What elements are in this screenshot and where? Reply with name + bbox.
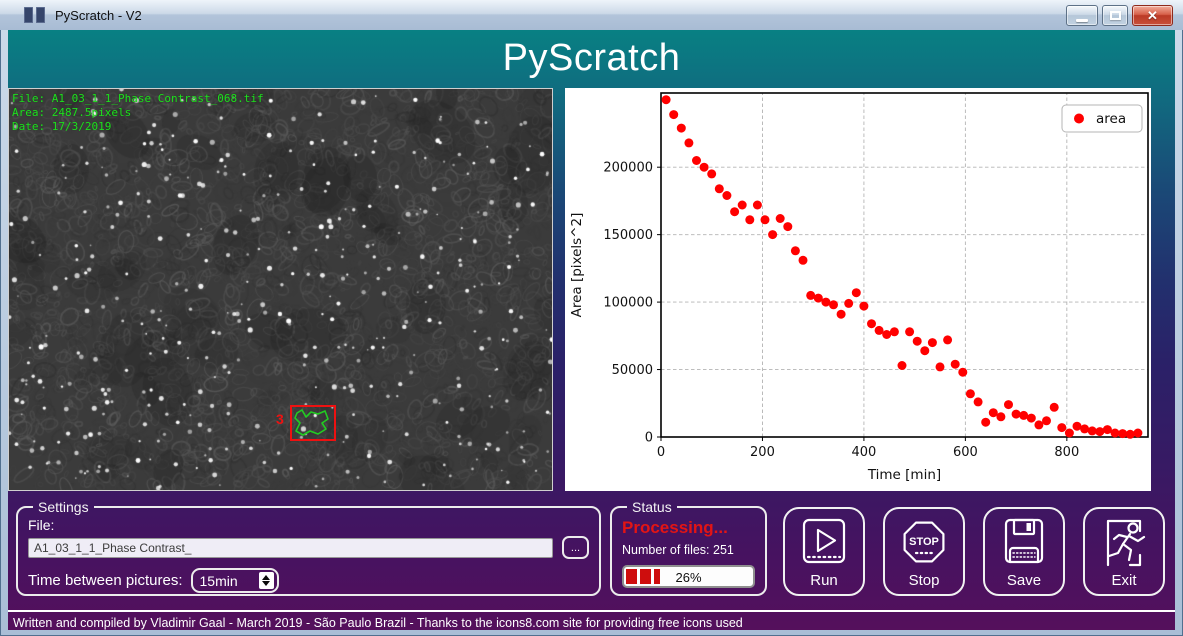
maximize-button[interactable]	[1102, 5, 1128, 26]
region-bounding-box	[290, 405, 336, 441]
overlay-file-line: File: A1_03_1_1_Phase Contrast_068.tif	[12, 92, 264, 105]
close-icon: ✕	[1147, 8, 1158, 23]
time-interval-spinner[interactable]: 15min	[190, 568, 279, 593]
svg-text:Time [min]: Time [min]	[867, 467, 941, 483]
stop-button-label: Stop	[908, 572, 940, 589]
window-content: PyScratch File: A1_03_1_1_Phase Contrast…	[8, 30, 1175, 630]
spinner-up-icon	[262, 575, 271, 580]
minimize-button[interactable]	[1066, 5, 1098, 26]
maximize-icon	[1109, 11, 1121, 20]
page-title: PyScratch	[502, 37, 681, 79]
phase-contrast-image	[9, 89, 552, 490]
run-icon	[802, 518, 846, 564]
save-icon	[1004, 518, 1044, 564]
microscopy-image-panel: File: A1_03_1_1_Phase Contrast_068.tif A…	[8, 88, 553, 491]
minimize-icon	[1076, 18, 1088, 22]
processing-status-text: Processing...	[622, 518, 728, 537]
status-group-label: Status	[632, 499, 672, 515]
area-chart-panel: 0 200 400 600 800 0 50000 100000 150000 200000 Tim…	[565, 88, 1151, 491]
exit-icon	[1106, 519, 1146, 567]
region-number-glyph: 3	[276, 411, 284, 427]
svg-text:600: 600	[953, 445, 978, 460]
exit-button[interactable]: Exit	[1083, 507, 1165, 596]
close-button[interactable]: ✕	[1132, 5, 1173, 26]
svg-text:800: 800	[1054, 445, 1079, 460]
spinner-down-icon	[262, 581, 271, 586]
time-between-pictures-label: Time between pictures:	[28, 572, 183, 589]
svg-text:100000: 100000	[603, 296, 653, 311]
svg-text:200000: 200000	[603, 161, 653, 176]
credits-text: Written and compiled by Vladimir Gaal - …	[13, 616, 743, 630]
status-group: Status Processing... Number of files: 25…	[610, 499, 767, 596]
settings-group: Settings File: ... Time between pictures…	[16, 499, 601, 596]
save-button-label: Save	[1006, 572, 1042, 589]
svg-text:50000: 50000	[612, 363, 653, 378]
footer-divider	[8, 610, 1175, 612]
stop-icon: STOP	[903, 521, 945, 563]
svg-text:150000: 150000	[603, 228, 653, 243]
window-title: PyScratch - V2	[55, 7, 142, 23]
footer: Written and compiled by Vladimir Gaal - …	[8, 610, 1175, 630]
time-interval-value: 15min	[199, 572, 238, 589]
file-count-text: Number of files: 251	[622, 543, 734, 557]
svg-text:area: area	[1096, 111, 1126, 127]
progress-fill	[626, 569, 660, 584]
svg-text:0: 0	[657, 445, 665, 460]
app-icon	[24, 7, 45, 23]
run-button-label: Run	[810, 572, 838, 589]
svg-text:Area [pixels^2]: Area [pixels^2]	[569, 213, 585, 318]
settings-group-label: Settings	[38, 499, 89, 515]
area-scatter-plot: 0 200 400 600 800 0 50000 100000 150000 200000 Tim…	[565, 88, 1151, 491]
progress-bar: 26%	[622, 565, 755, 588]
svg-text:0: 0	[645, 431, 653, 446]
file-path-input[interactable]	[28, 537, 553, 558]
progress-percent-label: 26%	[675, 570, 702, 585]
stop-button[interactable]: STOP Stop	[883, 507, 965, 596]
overlay-area-line: Area: 2487.5pixels	[12, 106, 132, 119]
overlay-date-line: Date: 17/3/2019	[12, 120, 112, 133]
detected-scratch-region: 3	[275, 401, 339, 445]
svg-text:400: 400	[852, 445, 877, 460]
save-button[interactable]: Save	[983, 507, 1065, 596]
image-info-overlay: File: A1_03_1_1_Phase Contrast_068.tif A…	[12, 92, 264, 134]
run-button[interactable]: Run	[783, 507, 865, 596]
file-label: File:	[28, 517, 55, 533]
exit-button-label: Exit	[1111, 572, 1137, 589]
titlebar[interactable]: PyScratch - V2 ✕	[0, 0, 1183, 30]
svg-text:200: 200	[750, 445, 775, 460]
spinner-arrows[interactable]	[258, 572, 274, 589]
window-controls: ✕	[1066, 5, 1173, 26]
browse-button[interactable]: ...	[562, 536, 589, 559]
scratch-contour	[294, 409, 329, 436]
svg-text:STOP: STOP	[909, 536, 939, 548]
